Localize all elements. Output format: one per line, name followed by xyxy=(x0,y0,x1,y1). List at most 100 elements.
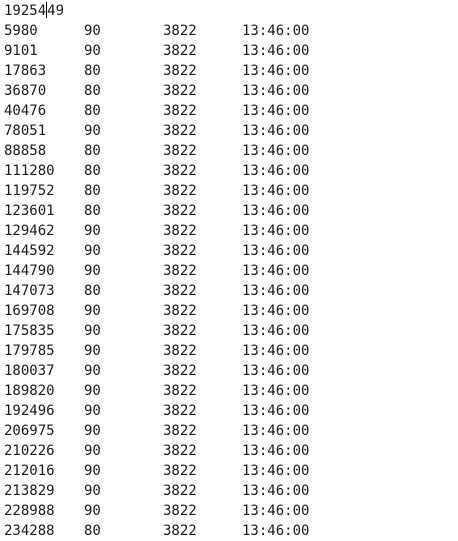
row-code: 3822 xyxy=(163,343,197,359)
row-value: 80 xyxy=(84,163,101,179)
row-value: 80 xyxy=(84,523,101,539)
row-code: 3822 xyxy=(163,203,197,219)
row-value: 90 xyxy=(84,263,101,279)
row-code: 3822 xyxy=(163,143,197,159)
row-code: 3822 xyxy=(163,223,197,239)
row-value: 80 xyxy=(84,283,101,299)
text-line[interactable]: 17863 80 3822 13:46:00 xyxy=(0,61,458,81)
row-time: 13:46:00 xyxy=(242,303,310,319)
text-line[interactable]: 78051 90 3822 13:46:00 xyxy=(0,121,458,141)
row-time: 13:46:00 xyxy=(242,323,310,339)
row-time: 13:46:00 xyxy=(242,443,310,459)
text-line[interactable]: 144790 90 3822 13:46:00 xyxy=(0,261,458,281)
row-value: 90 xyxy=(84,463,101,479)
row-value: 90 xyxy=(84,443,101,459)
row-id: 213829 xyxy=(4,483,55,499)
row-code: 3822 xyxy=(163,423,197,439)
text-line[interactable]: 210226 90 3822 13:46:00 xyxy=(0,441,458,461)
row-time: 13:46:00 xyxy=(242,523,310,539)
row-value: 90 xyxy=(84,223,101,239)
row-code: 3822 xyxy=(163,523,197,539)
text-line[interactable]: 175835 90 3822 13:46:00 xyxy=(0,321,458,341)
row-value: 80 xyxy=(84,183,101,199)
row-time: 13:46:00 xyxy=(242,163,310,179)
text-line[interactable]: 36870 80 3822 13:46:00 xyxy=(0,81,458,101)
first-line-text-before-cursor: 19254 xyxy=(4,3,47,19)
text-line[interactable]: 9101 90 3822 13:46:00 xyxy=(0,41,458,61)
text-line[interactable]: 123601 80 3822 13:46:00 xyxy=(0,201,458,221)
text-line[interactable]: 147073 80 3822 13:46:00 xyxy=(0,281,458,301)
row-value: 80 xyxy=(84,203,101,219)
row-value: 90 xyxy=(84,303,101,319)
text-line[interactable]: 144592 90 3822 13:46:00 xyxy=(0,241,458,261)
text-line[interactable]: 180037 90 3822 13:46:00 xyxy=(0,361,458,381)
row-id: 189820 xyxy=(4,383,55,399)
row-value: 80 xyxy=(84,103,101,119)
row-id: 88858 xyxy=(4,143,47,159)
text-line[interactable]: 213829 90 3822 13:46:00 xyxy=(0,481,458,501)
row-id: 169708 xyxy=(4,303,55,319)
row-time: 13:46:00 xyxy=(242,63,310,79)
row-code: 3822 xyxy=(163,103,197,119)
text-cursor xyxy=(46,2,48,18)
text-line[interactable]: 111280 80 3822 13:46:00 xyxy=(0,161,458,181)
row-id: 40476 xyxy=(4,103,47,119)
row-id: 175835 xyxy=(4,323,55,339)
row-id: 206975 xyxy=(4,423,55,439)
row-id: 9101 xyxy=(4,43,38,59)
row-value: 90 xyxy=(84,123,101,139)
row-code: 3822 xyxy=(163,323,197,339)
row-time: 13:46:00 xyxy=(242,43,310,59)
text-line[interactable]: 169708 90 3822 13:46:00 xyxy=(0,301,458,321)
row-time: 13:46:00 xyxy=(242,363,310,379)
text-line[interactable]: 228988 90 3822 13:46:00 xyxy=(0,501,458,521)
row-time: 13:46:00 xyxy=(242,503,310,519)
row-time: 13:46:00 xyxy=(242,383,310,399)
first-line[interactable]: 1925449 xyxy=(4,1,64,21)
row-time: 13:46:00 xyxy=(242,83,310,99)
text-line[interactable]: 206975 90 3822 13:46:00 xyxy=(0,421,458,441)
row-id: 129462 xyxy=(4,223,55,239)
text-line[interactable]: 119752 80 3822 13:46:00 xyxy=(0,181,458,201)
text-line[interactable]: 234288 80 3822 13:46:00 xyxy=(0,521,458,541)
row-time: 13:46:00 xyxy=(242,183,310,199)
row-code: 3822 xyxy=(163,263,197,279)
row-id: 5980 xyxy=(4,23,38,39)
text-line[interactable]: 40476 80 3822 13:46:00 xyxy=(0,101,458,121)
row-id: 119752 xyxy=(4,183,55,199)
row-id: 180037 xyxy=(4,363,55,379)
row-code: 3822 xyxy=(163,443,197,459)
text-line[interactable]: 5980 90 3822 13:46:00 xyxy=(0,21,458,41)
row-id: 192496 xyxy=(4,403,55,419)
row-value: 90 xyxy=(84,483,101,499)
row-code: 3822 xyxy=(163,283,197,299)
text-line[interactable]: 212016 90 3822 13:46:00 xyxy=(0,461,458,481)
text-line[interactable]: 189820 90 3822 13:46:00 xyxy=(0,381,458,401)
row-time: 13:46:00 xyxy=(242,483,310,499)
row-time: 13:46:00 xyxy=(242,143,310,159)
row-value: 90 xyxy=(84,403,101,419)
row-id: 228988 xyxy=(4,503,55,519)
row-value: 90 xyxy=(84,423,101,439)
row-id: 123601 xyxy=(4,203,55,219)
row-id: 179785 xyxy=(4,343,55,359)
row-time: 13:46:00 xyxy=(242,463,310,479)
first-line-text-after-cursor: 49 xyxy=(47,3,65,19)
row-id: 210226 xyxy=(4,443,55,459)
row-code: 3822 xyxy=(163,243,197,259)
row-value: 90 xyxy=(84,363,101,379)
row-code: 3822 xyxy=(163,383,197,399)
text-line[interactable]: 129462 90 3822 13:46:00 xyxy=(0,221,458,241)
row-code: 3822 xyxy=(163,23,197,39)
row-time: 13:46:00 xyxy=(242,423,310,439)
row-time: 13:46:00 xyxy=(242,203,310,219)
row-time: 13:46:00 xyxy=(242,263,310,279)
row-id: 144790 xyxy=(4,263,55,279)
text-line[interactable]: 88858 80 3822 13:46:00 xyxy=(0,141,458,161)
text-line[interactable]: 179785 90 3822 13:46:00 xyxy=(0,341,458,361)
row-code: 3822 xyxy=(163,403,197,419)
row-value: 90 xyxy=(84,43,101,59)
text-line[interactable]: 192496 90 3822 13:46:00 xyxy=(0,401,458,421)
row-value: 80 xyxy=(84,63,101,79)
